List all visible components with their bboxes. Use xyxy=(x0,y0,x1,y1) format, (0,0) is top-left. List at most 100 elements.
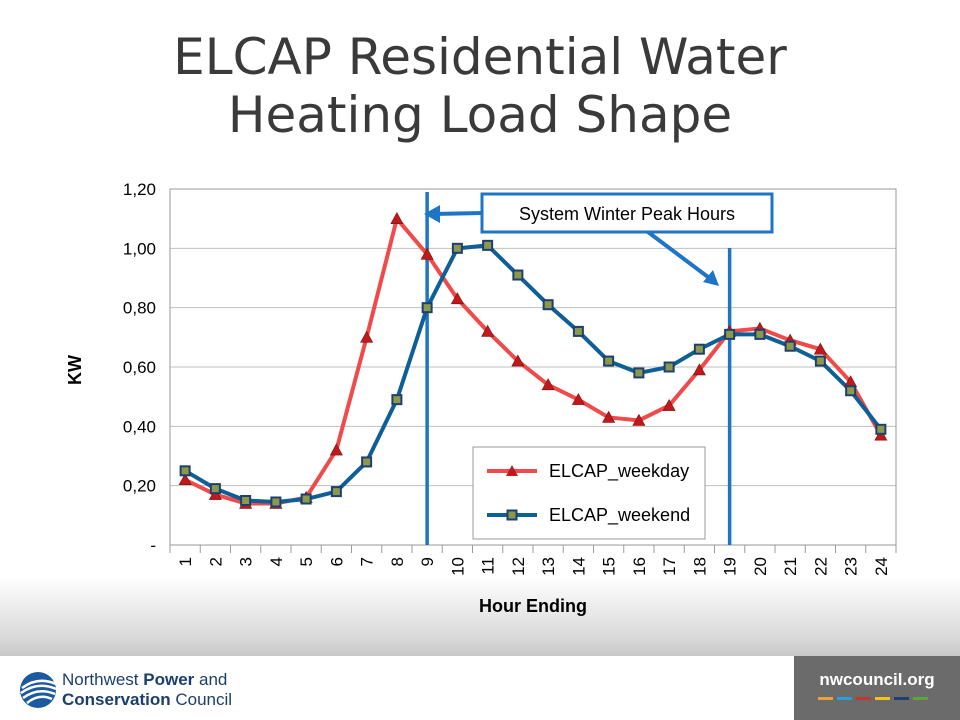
x-tick-label: 11 xyxy=(479,557,498,575)
org-line1-a: Northwest xyxy=(62,670,144,689)
legend-label: ELCAP_weekday xyxy=(549,461,689,482)
x-tick-label: 18 xyxy=(690,557,709,576)
data-point xyxy=(875,423,887,435)
data-point xyxy=(633,367,645,379)
data-point xyxy=(603,355,615,367)
data-point xyxy=(602,410,616,423)
x-tick-label: 6 xyxy=(327,557,346,566)
callout-arrow xyxy=(432,211,483,216)
x-tick-label: 2 xyxy=(206,557,225,566)
data-point xyxy=(451,242,463,254)
data-point xyxy=(361,456,373,468)
data-point xyxy=(754,328,766,340)
data-point xyxy=(845,385,857,397)
x-tick-label: 1 xyxy=(176,557,195,566)
data-point xyxy=(572,325,584,337)
data-point xyxy=(693,343,705,355)
callout-text: System Winter Peak Hours xyxy=(519,204,735,224)
council-logo: Northwest Power and Conservation Council xyxy=(18,666,278,716)
data-point xyxy=(512,269,524,281)
data-point xyxy=(541,378,555,391)
y-tick-label: 0,80 xyxy=(123,299,156,318)
y-tick-label: 0,60 xyxy=(123,358,156,377)
data-point xyxy=(663,361,675,373)
color-bar xyxy=(913,697,928,700)
org-line1-c: and xyxy=(194,670,228,689)
data-point xyxy=(784,340,796,352)
data-point xyxy=(330,486,342,498)
org-line2-a: Conservation xyxy=(62,690,171,709)
x-tick-label: 5 xyxy=(297,557,316,566)
legend-box xyxy=(472,446,706,540)
color-bar xyxy=(856,697,871,700)
data-point xyxy=(813,342,827,355)
color-bar xyxy=(837,697,852,700)
data-point xyxy=(209,483,221,495)
callout-arrow xyxy=(646,230,714,282)
org-line1-b: Power xyxy=(143,670,195,689)
legend-label: ELCAP_weekend xyxy=(549,505,690,526)
data-point xyxy=(481,324,495,337)
data-point xyxy=(724,328,736,340)
data-point xyxy=(270,496,282,508)
callout-box xyxy=(480,192,774,234)
x-tick-label: 4 xyxy=(267,557,286,566)
callout-arrowhead xyxy=(424,205,440,223)
color-bar xyxy=(875,697,890,700)
y-tick-label: 0,40 xyxy=(123,417,156,436)
data-point xyxy=(571,393,585,405)
data-point xyxy=(542,299,554,311)
slide-title-line-2: Heating Load Shape xyxy=(227,86,733,144)
x-tick-label: 21 xyxy=(781,557,800,576)
data-point xyxy=(814,355,826,367)
x-tick-label: 22 xyxy=(811,557,830,576)
data-point xyxy=(329,443,343,456)
data-point xyxy=(511,354,525,367)
data-point xyxy=(240,495,252,506)
slide-title: ELCAP Residential Water Heating Load Sha… xyxy=(0,28,960,144)
org-line2-b: Council xyxy=(170,690,233,709)
data-point xyxy=(300,493,312,505)
x-tick-label: 24 xyxy=(872,557,891,576)
data-point xyxy=(179,465,191,477)
color-bar xyxy=(818,697,833,700)
data-point xyxy=(450,292,464,305)
data-point xyxy=(390,212,404,224)
legend-marker xyxy=(506,509,518,521)
y-tick-label: 1,20 xyxy=(123,180,156,199)
x-tick-label: 3 xyxy=(237,557,256,566)
slide-title-line-1: ELCAP Residential Water xyxy=(173,28,787,86)
data-point xyxy=(662,398,676,411)
data-point xyxy=(421,302,433,314)
data-point xyxy=(692,363,706,376)
x-tick-label: 13 xyxy=(539,557,558,576)
callout-arrowhead xyxy=(703,270,719,286)
data-point xyxy=(391,394,403,406)
data-point xyxy=(632,413,646,426)
x-tick-label: 16 xyxy=(630,557,649,576)
legend-marker xyxy=(506,465,518,476)
y-tick-label: 0,20 xyxy=(123,477,156,496)
website-badge[interactable]: nwcouncil.org xyxy=(794,656,960,720)
x-tick-label: 12 xyxy=(509,557,528,576)
x-tick-label: 23 xyxy=(842,557,861,576)
website-url[interactable]: nwcouncil.org xyxy=(819,670,935,689)
x-tick-label: 20 xyxy=(751,557,770,576)
swoosh-logo-icon xyxy=(20,672,57,708)
x-tick-label: 10 xyxy=(448,557,467,576)
y-axis-label: KW xyxy=(65,355,85,385)
x-axis-label: Hour Ending xyxy=(479,596,587,616)
color-bars xyxy=(818,697,928,700)
x-tick-label: 9 xyxy=(418,557,437,566)
x-tick-label: 17 xyxy=(660,557,679,576)
x-tick-label: 7 xyxy=(358,557,377,566)
load-shape-chart: -0,200,400,600,801,001,201 2 3 4 5 6 7 8 9 10 11 12… xyxy=(65,180,897,616)
y-tick-label: - xyxy=(150,536,156,555)
x-tick-label: 8 xyxy=(388,557,407,566)
data-point xyxy=(178,473,192,486)
x-tick-label: 14 xyxy=(569,557,588,576)
x-tick-label: 19 xyxy=(721,557,740,576)
data-point xyxy=(420,247,434,260)
x-tick-label: 15 xyxy=(600,557,619,576)
y-tick-label: 1,00 xyxy=(123,239,156,258)
